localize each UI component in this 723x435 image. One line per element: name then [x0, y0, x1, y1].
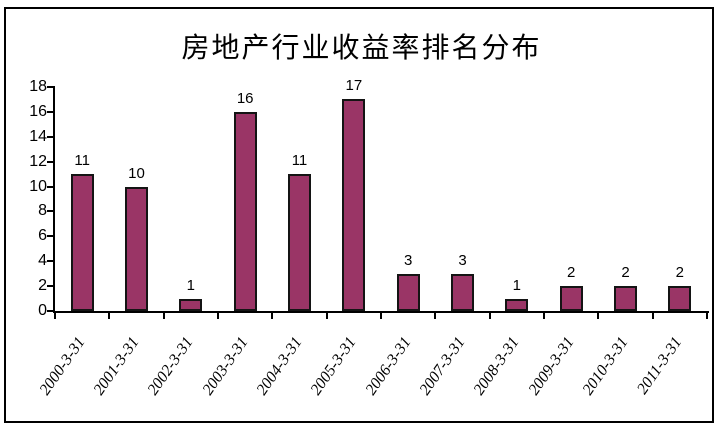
bar — [288, 174, 311, 311]
y-axis-tick — [47, 185, 54, 188]
x-axis-category-label: 2011-3-31 — [634, 334, 686, 398]
x-axis-category-label: 2003-3-31 — [198, 334, 252, 399]
x-axis-category-label: 2006-3-31 — [361, 334, 415, 399]
bar-value-label: 1 — [512, 276, 521, 294]
bar-value-label: 2 — [621, 264, 630, 282]
x-axis-category-label: 2010-3-31 — [579, 334, 632, 399]
bar-value-label: 1 — [186, 276, 195, 294]
bar — [179, 298, 203, 311]
bar — [668, 286, 692, 311]
bar-value-label: 11 — [291, 152, 308, 170]
bar — [396, 273, 420, 311]
y-axis-tick-label: 10 — [29, 177, 47, 195]
y-axis-tick-label: 0 — [38, 302, 47, 319]
y-axis-tick — [47, 110, 54, 113]
y-axis-tick — [47, 160, 54, 163]
bar-value-label: 16 — [236, 89, 254, 107]
x-axis-tick — [271, 313, 274, 319]
x-axis-tick — [651, 313, 654, 319]
y-axis-tick-label: 12 — [29, 152, 47, 170]
bar — [505, 298, 529, 311]
y-axis-tick-label: 6 — [38, 227, 47, 245]
x-axis-tick — [488, 313, 491, 319]
y-axis-tick-label: 2 — [38, 277, 47, 295]
bar-value-label: 3 — [458, 251, 467, 269]
x-axis-tick — [54, 313, 56, 319]
x-axis-line — [53, 311, 709, 313]
x-axis-tick — [434, 313, 437, 319]
x-axis-category-label: 2009-3-31 — [524, 334, 578, 399]
x-axis-category-label: 2002-3-31 — [144, 334, 197, 399]
bar-value-label: 2 — [566, 264, 576, 282]
bar-value-label: 2 — [675, 264, 684, 282]
x-axis-tick — [380, 313, 382, 319]
x-axis-category-label: 2000-3-31 — [35, 334, 89, 399]
x-axis-tick — [325, 313, 328, 319]
y-axis-tick — [47, 210, 54, 213]
y-axis-line — [53, 86, 55, 313]
bar — [233, 111, 257, 311]
bar — [342, 99, 366, 311]
bar — [70, 174, 94, 311]
y-axis-tick — [47, 310, 54, 312]
y-axis-tick — [47, 135, 54, 138]
y-axis-tick — [47, 235, 54, 238]
y-axis-tick — [47, 285, 54, 288]
bar-value-label: 10 — [128, 164, 145, 182]
x-axis-tick — [597, 313, 600, 319]
y-axis-tick-label: 8 — [38, 202, 47, 220]
x-axis-tick — [217, 313, 219, 319]
y-axis-tick-label: 14 — [29, 127, 47, 145]
bar — [125, 186, 148, 311]
y-axis-tick-label: 18 — [29, 78, 47, 95]
y-axis-tick — [47, 86, 54, 88]
x-axis-category-label: 2005-3-31 — [307, 334, 360, 399]
y-axis-tick-label: 16 — [29, 102, 47, 120]
y-axis-tick-label: 4 — [38, 252, 47, 270]
x-axis-category-label: 2007-3-31 — [416, 334, 469, 399]
x-axis-category-label: 2008-3-31 — [470, 334, 523, 399]
bar-value-label: 17 — [345, 77, 363, 95]
x-axis-tick — [706, 313, 708, 319]
x-axis-tick — [162, 313, 165, 319]
x-axis-category-label: 2001-3-31 — [90, 334, 143, 399]
x-axis-category-label: 2004-3-31 — [253, 334, 306, 399]
y-axis-tick — [47, 260, 54, 263]
bar — [614, 286, 637, 311]
chart-title: 房地产行业收益率排名分布 — [181, 33, 542, 64]
bar — [451, 273, 474, 311]
bar — [559, 286, 583, 311]
x-axis-tick — [108, 313, 111, 319]
bar-value-label: 11 — [74, 152, 90, 170]
x-axis-tick — [543, 313, 545, 319]
bar-value-label: 3 — [403, 251, 413, 269]
